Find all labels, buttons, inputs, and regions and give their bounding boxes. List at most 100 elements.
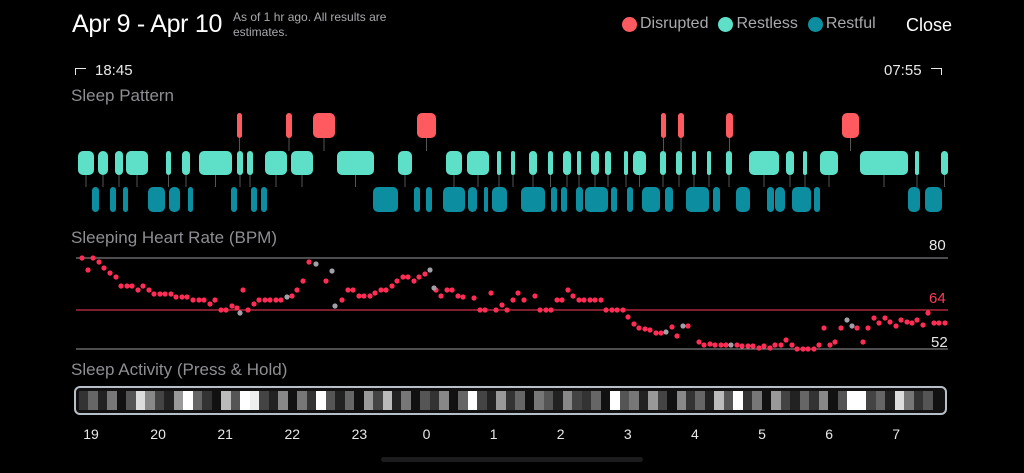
hr-point <box>146 287 152 293</box>
hr-point <box>400 274 406 280</box>
restful-segment <box>551 187 557 212</box>
hour-label: 5 <box>758 426 766 442</box>
hr-point <box>581 297 587 303</box>
restless-segment <box>860 151 908 175</box>
restless-segment <box>529 151 537 175</box>
hr-point <box>471 295 477 301</box>
hr-point <box>256 297 262 303</box>
restless-segment <box>398 151 412 175</box>
hr-point <box>865 325 871 331</box>
hr-point <box>223 307 229 313</box>
restful-segment <box>443 187 465 212</box>
disrupted-swatch-icon <box>622 16 637 32</box>
as-of-note: As of 1 hr ago. All results are estimate… <box>233 10 387 39</box>
end-bracket-icon <box>930 67 942 75</box>
hour-label: 21 <box>217 426 233 442</box>
restless-segment <box>237 151 243 175</box>
restless-segment <box>820 151 838 175</box>
activity-cell <box>221 391 231 410</box>
hr-point <box>800 346 806 352</box>
hr-point <box>554 297 560 303</box>
activity-cell <box>325 391 336 410</box>
hr-point <box>493 307 499 313</box>
activity-cell <box>335 391 345 410</box>
hr-point <box>179 294 185 300</box>
hr-point <box>701 342 707 348</box>
hr-point <box>942 320 948 326</box>
activity-cell <box>875 391 886 410</box>
hr-point <box>378 287 384 293</box>
hr-point <box>532 293 538 299</box>
activity-cell <box>202 391 212 410</box>
hr-point <box>592 297 598 303</box>
activity-cell <box>173 391 184 410</box>
hr-point <box>251 301 257 307</box>
hr-point <box>587 297 593 303</box>
activity-cell <box>192 391 203 410</box>
home-indicator[interactable] <box>381 457 643 462</box>
restful-segment <box>925 187 942 212</box>
restless-segment <box>115 151 123 175</box>
activity-cell <box>401 391 411 410</box>
hr-point <box>887 319 893 325</box>
hr-point <box>262 297 268 303</box>
close-button[interactable]: Close <box>906 15 953 35</box>
activity-cell <box>761 391 772 410</box>
hr-point <box>920 322 926 328</box>
restless-segment <box>166 151 171 175</box>
restless-segment <box>707 151 711 175</box>
activity-cell <box>572 391 582 410</box>
restless-segment <box>98 151 108 175</box>
hr-point <box>750 343 756 349</box>
restless-segment <box>511 151 515 175</box>
activity-cell <box>714 391 724 410</box>
activity-cell <box>723 391 734 410</box>
hr-point <box>898 317 904 323</box>
hr-point <box>789 342 795 348</box>
restless-segment <box>337 151 374 175</box>
activity-cell <box>373 391 383 410</box>
hr-point <box>405 274 411 280</box>
start-time: 18:45 <box>75 62 133 79</box>
activity-cell <box>278 391 288 410</box>
activity-cell <box>107 391 117 410</box>
hr-point <box>707 341 713 347</box>
activity-cell <box>249 391 260 410</box>
sleep-activity-strip[interactable] <box>74 386 947 415</box>
restful-segment <box>713 187 720 212</box>
hr-point <box>543 307 549 313</box>
disrupted-segment <box>286 113 292 138</box>
hr-point <box>625 314 631 320</box>
hr-point <box>306 259 312 265</box>
activity-cell <box>135 391 146 410</box>
hr-point <box>876 320 882 326</box>
hr-point-estimated <box>844 317 850 323</box>
activity-cell <box>154 391 165 410</box>
hr-point <box>323 278 329 284</box>
restful-segment <box>148 187 165 212</box>
restless-segment <box>786 151 794 175</box>
activity-cell <box>116 391 127 410</box>
restless-segment <box>915 151 919 175</box>
hr-point <box>914 317 920 323</box>
hr-ref-label-64: 64 <box>929 290 946 307</box>
hr-point <box>909 320 915 326</box>
restful-segment <box>92 187 99 212</box>
activity-cell <box>410 391 421 410</box>
restful-segment <box>686 187 709 212</box>
hr-point <box>882 315 888 321</box>
hr-point <box>240 287 246 293</box>
activity-cell <box>496 391 506 410</box>
hr-point <box>925 310 931 316</box>
hr-point <box>207 301 213 307</box>
hr-point <box>854 325 860 331</box>
hr-point <box>229 303 235 309</box>
hour-label: 0 <box>422 426 431 442</box>
activity-cell <box>553 391 563 410</box>
hour-label: 2 <box>556 426 565 442</box>
activity-cell <box>581 391 592 410</box>
hr-point <box>218 307 224 313</box>
hr-point <box>778 342 784 348</box>
activity-cell <box>230 391 241 410</box>
hr-ref-label-80: 80 <box>929 237 946 254</box>
